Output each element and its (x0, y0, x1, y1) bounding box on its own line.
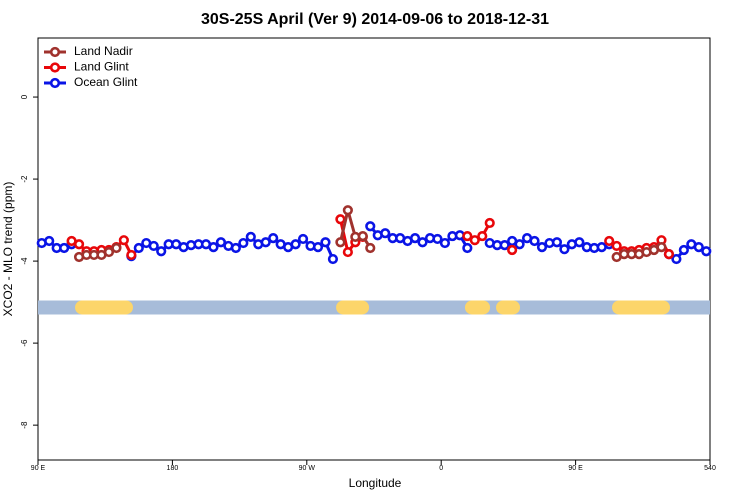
data-point (342, 246, 353, 258)
x-axis-label: Longitude (349, 476, 402, 490)
data-point (409, 233, 421, 244)
legend-label: Ocean Glint (74, 75, 138, 89)
data-point (611, 240, 622, 252)
data-point (559, 244, 570, 255)
data-point (507, 244, 518, 256)
data-point (245, 231, 256, 243)
x-tick-label: 90 E (568, 465, 583, 472)
data-point (335, 237, 346, 248)
data-point (439, 237, 451, 249)
data-point (484, 217, 495, 229)
data-point (462, 230, 473, 242)
x-tick-label: 540 (704, 465, 716, 472)
data-point (148, 240, 159, 252)
y-tick-label: 0 (20, 94, 29, 99)
x-tick-label: 90 W (299, 465, 316, 472)
data-point (380, 228, 391, 239)
data-point (663, 249, 675, 260)
data-point (297, 233, 309, 245)
data-point (238, 237, 249, 249)
data-point (604, 235, 615, 247)
y-tick-label: -6 (20, 339, 29, 347)
data-point (230, 242, 241, 254)
data-point (208, 242, 219, 253)
data-point (477, 230, 488, 242)
data-point (574, 237, 585, 248)
data-point (365, 242, 376, 254)
data-point (529, 235, 540, 247)
x-tick-label: 180 (167, 465, 179, 472)
data-point (44, 235, 55, 247)
data-point (701, 246, 712, 257)
data-point (312, 242, 324, 253)
data-point (126, 249, 137, 261)
data-point (357, 230, 368, 242)
data-point (536, 242, 548, 253)
data-point (320, 237, 331, 248)
legend-marker (49, 46, 61, 58)
chart-title: 30S-25S April (Ver 9) 2014-09-06 to 2018… (201, 11, 549, 28)
data-point (432, 233, 443, 245)
x-tick-label: 0 (439, 465, 443, 472)
x-tick-label: 90 E (31, 465, 46, 472)
data-point (335, 214, 346, 225)
y-tick-label: -8 (20, 421, 29, 429)
data-point (514, 239, 525, 250)
data-point (111, 242, 122, 254)
data-point (671, 253, 682, 265)
data-point (499, 240, 510, 251)
data-point (215, 237, 227, 248)
legend-marker (49, 77, 61, 89)
data-point (118, 235, 129, 246)
data-point (260, 237, 271, 248)
data-point (693, 242, 704, 253)
y-axis-label: XCO2 - MLO trend (ppm) (1, 182, 15, 317)
legend-label: Land Glint (74, 60, 129, 74)
y-tick-label: -4 (20, 257, 29, 265)
data-point (327, 253, 339, 265)
data-point (342, 205, 353, 216)
data-point (656, 242, 667, 253)
data-point (133, 242, 144, 254)
data-point (469, 235, 480, 246)
legend-marker (49, 62, 61, 73)
data-point (365, 221, 376, 232)
data-point (103, 246, 115, 258)
data-point (156, 246, 167, 257)
data-point (290, 239, 301, 250)
data-point (73, 239, 85, 250)
data-point (462, 242, 473, 254)
data-point (678, 244, 689, 256)
legend-label: Land Nadir (74, 44, 133, 58)
data-point (59, 242, 70, 254)
y-tick-label: -2 (20, 175, 29, 183)
data-point (417, 237, 428, 248)
data-point (268, 233, 279, 244)
data-point (551, 237, 563, 248)
